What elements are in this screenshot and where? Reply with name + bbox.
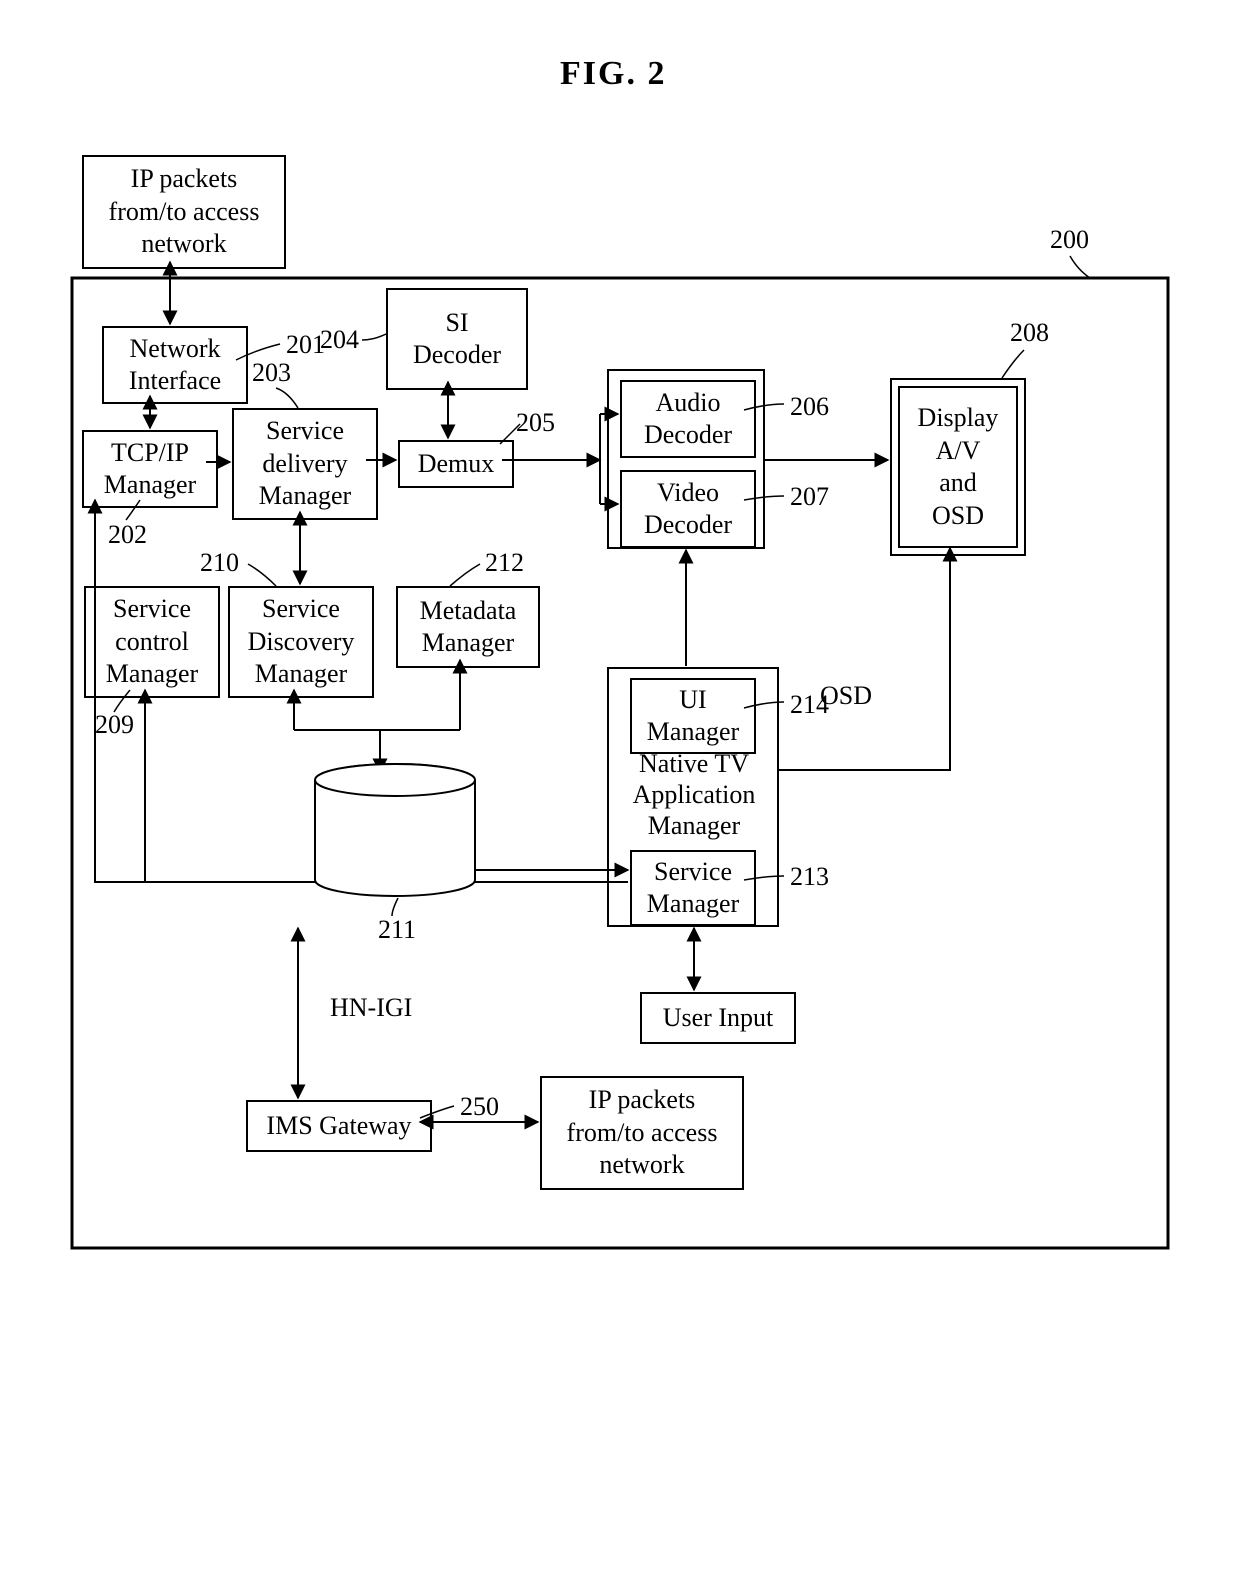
osd-label: OSD	[820, 680, 872, 711]
ims-gateway-box: IMS Gateway	[246, 1100, 432, 1152]
ref-250: 250	[460, 1092, 499, 1122]
figure-title: FIG. 2	[560, 55, 666, 93]
audio-decoder-box: Audio Decoder	[620, 380, 756, 458]
network-interface-text: Network Interface	[129, 333, 221, 398]
service-delivery-manager-box: Service delivery Manager	[232, 408, 378, 520]
display-text: Display A/V and OSD	[918, 402, 999, 532]
si-decoder-box: SI Decoder	[386, 288, 528, 390]
ref-203: 203	[252, 358, 291, 388]
ref-200: 200	[1050, 225, 1089, 255]
service-control-manager-box: Service control Manager	[84, 586, 220, 698]
video-decoder-text: Video Decoder	[644, 477, 732, 542]
service-discovery-manager-text: Service Discovery Manager	[248, 593, 355, 691]
ims-gateway-text: IMS Gateway	[266, 1110, 411, 1143]
ref-210: 210	[200, 548, 239, 578]
user-input-text: User Input	[663, 1002, 773, 1035]
ip-packets-bottom-text: IP packets from/to access network	[567, 1084, 718, 1182]
si-decoder-text: SI Decoder	[413, 307, 501, 372]
demux-text: Demux	[418, 448, 495, 481]
demux-box: Demux	[398, 440, 514, 488]
service-manager-text: Service Manager	[647, 856, 739, 921]
tcpip-manager-box: TCP/IP Manager	[82, 430, 218, 508]
ref-204: 204	[320, 325, 359, 355]
ui-manager-text: UI Manager	[647, 684, 739, 749]
ref-211: 211	[378, 915, 416, 945]
ip-packets-top-text: IP packets from/to access network	[109, 163, 260, 261]
video-decoder-box: Video Decoder	[620, 470, 756, 548]
ip-packets-top: IP packets from/to access network	[82, 155, 286, 269]
native-tv-label: Native TV Application Manager	[614, 748, 774, 842]
tcpip-manager-text: TCP/IP Manager	[104, 437, 196, 502]
ui-manager-box: UI Manager	[630, 678, 756, 754]
ref-208: 208	[1010, 318, 1049, 348]
ref-206: 206	[790, 392, 829, 422]
ref-205: 205	[516, 408, 555, 438]
metadata-manager-text: Metadata Manager	[420, 595, 517, 660]
ref-212: 212	[485, 548, 524, 578]
metadata-manager-box: Metadata Manager	[396, 586, 540, 668]
service-delivery-manager-text: Service delivery Manager	[259, 415, 351, 513]
diagram-canvas: FIG. 2 200 IP packets from/to access net…	[0, 0, 1240, 1575]
user-input-box: User Input	[640, 992, 796, 1044]
ref-207: 207	[790, 482, 829, 512]
network-interface-box: Network Interface	[102, 326, 248, 404]
service-control-manager-text: Service control Manager	[106, 593, 198, 691]
service-discovery-manager-box: Service Discovery Manager	[228, 586, 374, 698]
ref-213: 213	[790, 862, 829, 892]
ref-209: 209	[95, 710, 134, 740]
hnigi-label: HN-IGI	[330, 992, 412, 1023]
ref-202: 202	[108, 520, 147, 550]
ip-packets-bottom: IP packets from/to access network	[540, 1076, 744, 1190]
service-manager-box: Service Manager	[630, 850, 756, 926]
audio-decoder-text: Audio Decoder	[644, 387, 732, 452]
display-box: Display A/V and OSD	[890, 378, 1026, 556]
db-label: SI& Metadata DB	[320, 805, 490, 867]
